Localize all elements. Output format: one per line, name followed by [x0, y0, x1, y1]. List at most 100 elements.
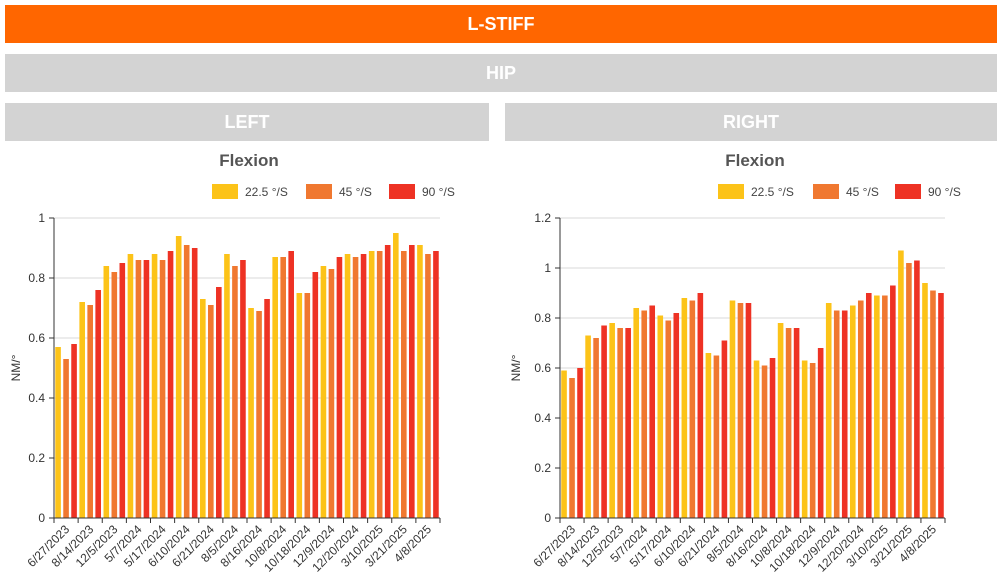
- bar[interactable]: [87, 305, 93, 518]
- bar[interactable]: [793, 328, 800, 518]
- bar[interactable]: [256, 311, 262, 518]
- bar[interactable]: [95, 290, 101, 518]
- bar[interactable]: [368, 251, 375, 518]
- bar[interactable]: [135, 260, 142, 518]
- bar[interactable]: [376, 251, 383, 518]
- bar[interactable]: [425, 254, 431, 518]
- bar[interactable]: [143, 260, 150, 518]
- bar[interactable]: [167, 251, 174, 518]
- bar[interactable]: [119, 263, 126, 518]
- bar[interactable]: [801, 360, 808, 519]
- bar[interactable]: [609, 323, 615, 518]
- bar[interactable]: [898, 250, 904, 519]
- bar[interactable]: [200, 299, 206, 518]
- bar[interactable]: [938, 293, 944, 518]
- bar[interactable]: [312, 272, 319, 518]
- bar[interactable]: [63, 359, 69, 518]
- bar[interactable]: [922, 283, 928, 518]
- bar[interactable]: [633, 308, 640, 518]
- legend-label[interactable]: 90 °/S: [422, 185, 455, 199]
- bar[interactable]: [175, 236, 182, 518]
- bar[interactable]: [585, 335, 591, 519]
- bar[interactable]: [841, 310, 848, 519]
- bar[interactable]: [833, 310, 840, 519]
- bar[interactable]: [777, 323, 784, 518]
- bar[interactable]: [71, 344, 77, 518]
- bar[interactable]: [657, 315, 664, 519]
- bar[interactable]: [713, 355, 720, 519]
- bar[interactable]: [649, 305, 656, 519]
- bar[interactable]: [224, 254, 230, 518]
- bar[interactable]: [103, 266, 110, 518]
- bar[interactable]: [577, 368, 583, 518]
- bar[interactable]: [417, 245, 423, 518]
- bar[interactable]: [409, 245, 415, 518]
- bar[interactable]: [272, 257, 278, 518]
- bar[interactable]: [344, 254, 351, 518]
- bar[interactable]: [697, 293, 704, 518]
- bar[interactable]: [593, 338, 599, 518]
- bar[interactable]: [705, 353, 712, 518]
- legend-label[interactable]: 22.5 °/S: [751, 185, 794, 199]
- bar[interactable]: [857, 300, 864, 519]
- bar[interactable]: [336, 257, 343, 518]
- bar[interactable]: [761, 365, 768, 519]
- bar[interactable]: [280, 257, 286, 518]
- bar[interactable]: [216, 287, 222, 518]
- bar[interactable]: [673, 313, 680, 518]
- bar[interactable]: [111, 272, 118, 518]
- bar[interactable]: [569, 378, 575, 518]
- bar[interactable]: [753, 360, 760, 519]
- bar[interactable]: [393, 233, 399, 518]
- bar[interactable]: [304, 293, 311, 518]
- bar[interactable]: [809, 363, 816, 518]
- bar[interactable]: [401, 251, 407, 518]
- bar[interactable]: [785, 328, 792, 518]
- bar[interactable]: [865, 293, 872, 518]
- bar[interactable]: [288, 251, 294, 518]
- bar[interactable]: [825, 303, 832, 518]
- bar[interactable]: [617, 328, 623, 518]
- bar[interactable]: [79, 302, 85, 518]
- legend-label[interactable]: 45 °/S: [339, 185, 372, 199]
- bar[interactable]: [601, 325, 607, 519]
- bar[interactable]: [930, 290, 936, 519]
- bar[interactable]: [151, 254, 158, 518]
- bar[interactable]: [737, 303, 744, 518]
- bar[interactable]: [681, 298, 688, 518]
- bar[interactable]: [745, 303, 752, 518]
- bar[interactable]: [240, 260, 246, 518]
- bar[interactable]: [729, 300, 736, 519]
- bar[interactable]: [625, 328, 631, 518]
- bar[interactable]: [433, 251, 439, 518]
- bar[interactable]: [183, 245, 190, 518]
- bar[interactable]: [352, 257, 359, 518]
- bar[interactable]: [906, 263, 912, 518]
- bar[interactable]: [769, 358, 776, 518]
- bar[interactable]: [849, 305, 856, 519]
- bar[interactable]: [320, 266, 327, 518]
- legend-label[interactable]: 22.5 °/S: [245, 185, 288, 199]
- bar[interactable]: [874, 295, 880, 519]
- bar[interactable]: [296, 293, 303, 518]
- bar[interactable]: [561, 370, 567, 519]
- bar[interactable]: [264, 299, 270, 518]
- bar[interactable]: [232, 266, 238, 518]
- bar[interactable]: [890, 285, 896, 519]
- bar[interactable]: [159, 260, 166, 518]
- bar[interactable]: [721, 340, 728, 519]
- legend-label[interactable]: 90 °/S: [928, 185, 961, 199]
- bar[interactable]: [914, 260, 920, 519]
- legend-label[interactable]: 45 °/S: [846, 185, 879, 199]
- bar[interactable]: [55, 347, 61, 518]
- bar[interactable]: [665, 320, 672, 519]
- bar[interactable]: [248, 308, 254, 518]
- bar[interactable]: [208, 305, 214, 518]
- bar[interactable]: [882, 295, 888, 519]
- bar[interactable]: [384, 245, 391, 518]
- bar[interactable]: [817, 348, 824, 518]
- bar[interactable]: [127, 254, 134, 518]
- bar[interactable]: [641, 310, 648, 519]
- bar[interactable]: [328, 269, 335, 518]
- bar[interactable]: [191, 248, 198, 518]
